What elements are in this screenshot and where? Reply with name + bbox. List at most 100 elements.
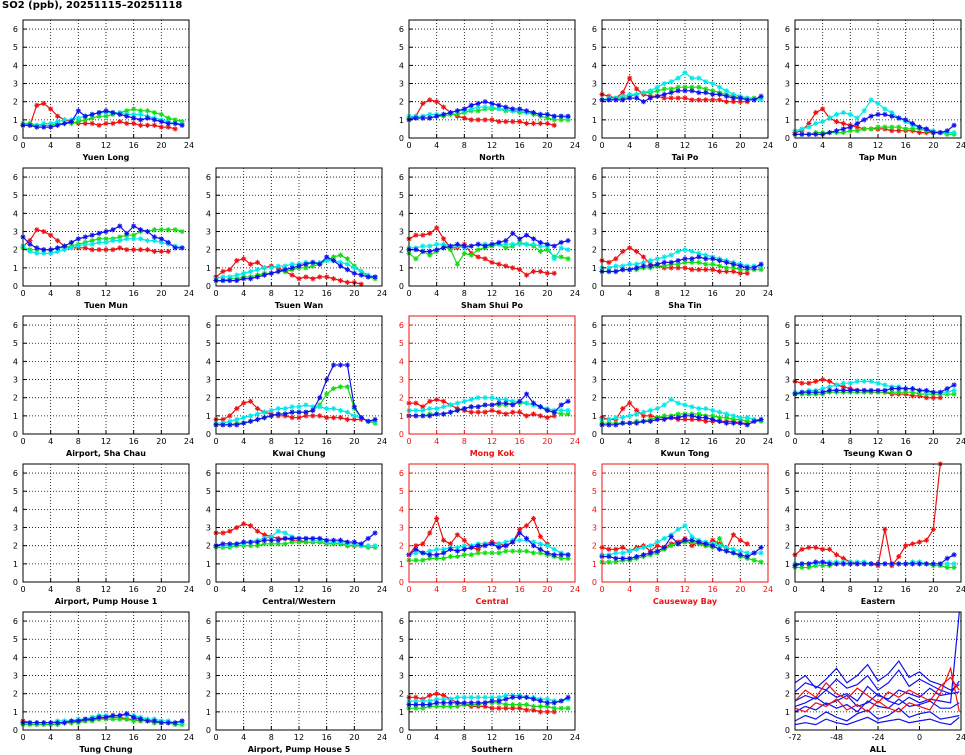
- data-point-blue: [461, 243, 467, 249]
- data-point-green: [330, 254, 337, 260]
- data-point-green: [110, 716, 116, 722]
- data-point-red: [440, 104, 447, 110]
- x-tick-label: 16: [515, 289, 525, 298]
- data-point-blue: [54, 122, 61, 128]
- x-tick-label: 8: [655, 141, 660, 150]
- y-tick-label: 0: [399, 726, 404, 735]
- series-line-red: [409, 693, 555, 713]
- data-point-red: [96, 247, 102, 253]
- x-tick-label: 16: [322, 585, 332, 594]
- data-point-cyan: [661, 402, 667, 408]
- data-point-green: [758, 267, 764, 273]
- data-point-blue: [751, 97, 757, 103]
- data-point-blue: [503, 400, 509, 406]
- data-point-blue: [620, 420, 626, 426]
- series-line-blue: [794, 554, 955, 567]
- data-point-blue: [482, 700, 488, 706]
- x-tick-label: 20: [542, 141, 552, 150]
- data-point-blue: [517, 530, 523, 536]
- data-point-blue: [737, 420, 743, 426]
- data-point-blue: [496, 544, 502, 551]
- x-tick-label: 12: [680, 585, 690, 594]
- data-point-cyan: [420, 243, 426, 249]
- data-point-blue: [710, 256, 716, 262]
- data-point-red: [254, 528, 261, 534]
- data-point-red: [682, 95, 688, 101]
- data-point-green: [909, 389, 916, 395]
- data-point-blue: [131, 115, 137, 121]
- data-point-cyan: [833, 382, 840, 388]
- data-point-cyan: [158, 239, 164, 246]
- data-point-red: [682, 265, 688, 271]
- data-point-cyan: [689, 75, 695, 81]
- data-point-cyan: [551, 546, 557, 552]
- data-point-red: [358, 281, 364, 287]
- data-point-blue: [847, 561, 853, 567]
- x-tick-label: 8: [848, 585, 853, 594]
- data-point-cyan: [489, 104, 495, 110]
- data-point-red: [117, 119, 123, 125]
- data-point-green: [172, 227, 178, 233]
- data-point-cyan: [268, 407, 274, 413]
- data-point-cyan: [54, 248, 61, 255]
- data-point-red: [427, 398, 433, 404]
- data-point-red: [475, 409, 481, 415]
- data-point-blue: [282, 267, 288, 273]
- data-point-blue: [75, 718, 81, 724]
- data-point-blue: [682, 256, 688, 262]
- y-tick-label: 6: [592, 321, 597, 330]
- x-tick-label: 12: [294, 289, 304, 298]
- data-point-blue: [558, 113, 564, 119]
- data-point-blue: [565, 238, 571, 244]
- data-point-cyan: [640, 409, 647, 415]
- data-point-cyan: [730, 91, 737, 98]
- data-point-red: [696, 97, 702, 103]
- data-point-cyan: [668, 252, 674, 258]
- data-point-blue: [930, 389, 936, 395]
- y-tick-label: 6: [785, 617, 790, 626]
- data-point-green: [744, 418, 750, 424]
- data-point-blue: [289, 409, 295, 415]
- data-point-blue: [847, 387, 853, 394]
- data-point-blue: [310, 407, 316, 413]
- data-point-red: [633, 248, 640, 255]
- data-point-green: [730, 416, 737, 423]
- data-point-green: [896, 389, 902, 395]
- y-tick-label: 1: [206, 264, 211, 273]
- data-point-blue: [475, 404, 481, 410]
- data-point-blue: [537, 546, 544, 552]
- data-point-blue: [620, 267, 626, 273]
- data-point-red: [551, 709, 557, 715]
- y-tick-label: 5: [399, 635, 404, 644]
- data-point-red: [41, 100, 47, 107]
- data-point-blue: [530, 696, 537, 702]
- data-point-red: [517, 705, 523, 711]
- data-point-blue: [689, 413, 695, 419]
- data-point-cyan: [689, 534, 695, 540]
- data-point-red: [613, 256, 619, 262]
- data-point-green: [503, 548, 509, 554]
- data-point-blue: [337, 362, 344, 368]
- y-tick-label: 3: [399, 672, 404, 681]
- data-point-blue: [454, 700, 461, 706]
- data-point-cyan: [606, 416, 612, 423]
- data-point-red: [468, 409, 474, 415]
- data-point-blue: [523, 694, 530, 700]
- data-point-blue: [909, 561, 916, 567]
- y-tick-label: 2: [592, 246, 597, 255]
- data-point-blue: [833, 387, 840, 394]
- data-point-blue: [324, 254, 330, 260]
- data-point-green: [544, 115, 550, 121]
- data-point-cyan: [606, 265, 612, 271]
- data-point-green: [537, 248, 544, 255]
- data-point-red: [427, 97, 433, 103]
- data-point-red: [434, 99, 440, 105]
- data-point-cyan: [358, 268, 364, 275]
- data-point-green: [468, 552, 474, 558]
- data-point-green: [517, 701, 523, 708]
- x-tick-label: 16: [901, 437, 911, 446]
- data-point-green: [875, 124, 881, 130]
- x-tick-label: 12: [487, 585, 497, 594]
